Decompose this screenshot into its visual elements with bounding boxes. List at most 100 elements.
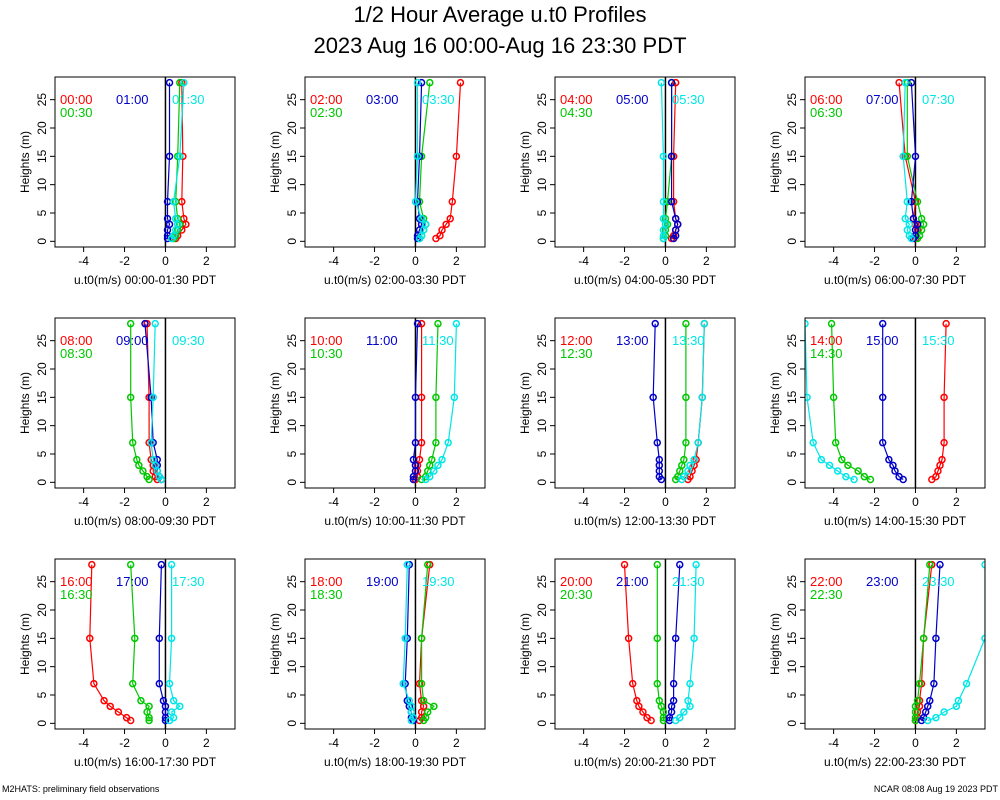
- profile-point: [671, 214, 680, 223]
- profile-point: [671, 634, 680, 643]
- y-tick-label: 25: [35, 93, 49, 107]
- y-axis-label: Heights (m): [268, 613, 282, 675]
- profile-point: [88, 560, 96, 569]
- profile-point: [809, 438, 817, 447]
- legend-entry: 18:30: [310, 587, 343, 602]
- y-tick-label: 5: [35, 691, 49, 698]
- y-tick-label: 15: [35, 390, 49, 404]
- x-tick-label: 0: [412, 254, 419, 268]
- profile-point: [137, 696, 145, 705]
- profile-point: [682, 438, 690, 447]
- legend-entry: 12:00: [560, 333, 593, 348]
- profile-point: [159, 696, 168, 705]
- legend-entry: 07:00: [866, 92, 899, 107]
- profile-point: [411, 438, 420, 447]
- y-tick-label: 5: [535, 450, 549, 457]
- plot-area: [86, 560, 184, 725]
- profile-line: [130, 564, 150, 721]
- profile-point: [417, 214, 426, 223]
- profile-point: [649, 393, 657, 402]
- profile-point: [405, 696, 414, 705]
- y-tick-label: 5: [785, 209, 799, 216]
- profile-point: [842, 472, 850, 481]
- legend-entry: 03:00: [366, 92, 399, 107]
- profile-point: [805, 393, 811, 402]
- y-tick-label: 10: [785, 419, 799, 433]
- profile-point: [176, 78, 184, 87]
- x-tick-label: -4: [828, 254, 839, 268]
- profile-point: [854, 467, 862, 475]
- profile-point: [131, 634, 139, 643]
- footer-right: NCAR 08:08 Aug 19 2023 PDT: [874, 784, 999, 794]
- profile-point: [833, 467, 842, 475]
- profile-line: [421, 564, 435, 721]
- profile-point: [682, 393, 690, 402]
- y-tick-label: 0: [785, 479, 799, 486]
- legend-entry: 14:00: [810, 333, 843, 348]
- profile-point: [844, 461, 852, 470]
- y-axis-label: Heights (m): [768, 613, 782, 675]
- y-axis-label: Heights (m): [518, 372, 532, 434]
- plot-frame: [54, 76, 236, 248]
- profile-point: [426, 472, 434, 481]
- profile-point: [817, 455, 826, 464]
- x-tick-label: -2: [369, 736, 380, 750]
- plot-area: [895, 78, 928, 243]
- x-tick-label: -2: [619, 495, 630, 509]
- profile-point: [667, 197, 676, 206]
- x-axis-label: u.t0(m/s) 06:00-07:30 PDT: [824, 273, 967, 287]
- profile-point: [167, 634, 176, 643]
- y-tick-label: 20: [285, 603, 299, 617]
- profile-point: [176, 152, 184, 161]
- y-tick-label: 15: [785, 390, 799, 404]
- y-tick-label: 25: [785, 93, 799, 107]
- profile-point: [692, 560, 700, 569]
- y-tick-label: 0: [35, 238, 49, 245]
- profile-point: [913, 220, 922, 229]
- x-axis-label: u.t0(m/s) 14:00-15:30 PDT: [824, 514, 967, 528]
- profile-point: [100, 696, 108, 705]
- x-axis-label: u.t0(m/s) 10:00-11:30 PDT: [324, 514, 466, 528]
- profile-point: [655, 455, 664, 464]
- legend-entry: 02:00: [310, 92, 343, 107]
- profile-point: [401, 634, 409, 643]
- legend-entry: 07:30: [922, 92, 955, 107]
- x-axis-label: u.t0(m/s) 08:00-09:30 PDT: [74, 514, 217, 528]
- x-axis-label: u.t0(m/s) 18:00-19:30 PDT: [324, 755, 467, 769]
- profile-point: [860, 472, 869, 481]
- profile-point: [163, 214, 172, 223]
- profile-point: [669, 679, 678, 688]
- y-tick-label: 0: [535, 720, 549, 727]
- legend-entry: 00:00: [60, 92, 93, 107]
- profile-point: [917, 214, 926, 223]
- x-tick-label: 2: [453, 254, 460, 268]
- legend-entry: 01:30: [172, 92, 205, 107]
- x-tick-label: 0: [912, 495, 919, 509]
- profile-point: [456, 78, 465, 87]
- profile-point: [940, 393, 948, 402]
- profile-point: [149, 455, 157, 464]
- profile-point: [438, 455, 446, 464]
- x-tick-label: -2: [119, 254, 130, 268]
- x-tick-label: -4: [578, 736, 589, 750]
- x-tick-label: 0: [162, 254, 169, 268]
- y-tick-label: 5: [535, 209, 549, 216]
- y-tick-label: 0: [35, 720, 49, 727]
- x-axis-label: u.t0(m/s) 02:00-03:30 PDT: [324, 273, 467, 287]
- profile-point: [954, 696, 963, 705]
- profile-point: [901, 78, 909, 87]
- legend-entry: 11:00: [366, 333, 398, 348]
- legend-entry: 10:00: [310, 333, 343, 348]
- plot-area: [911, 560, 985, 725]
- plot-area: [657, 78, 682, 243]
- legend-entry: 10:30: [310, 346, 343, 361]
- x-tick-label: -2: [619, 736, 630, 750]
- profile-point: [690, 634, 698, 643]
- y-tick-label: 20: [535, 603, 549, 617]
- profile-point: [878, 393, 887, 402]
- y-tick-label: 20: [35, 121, 49, 135]
- profile-point: [428, 455, 436, 464]
- legend-entry: 23:30: [922, 574, 955, 589]
